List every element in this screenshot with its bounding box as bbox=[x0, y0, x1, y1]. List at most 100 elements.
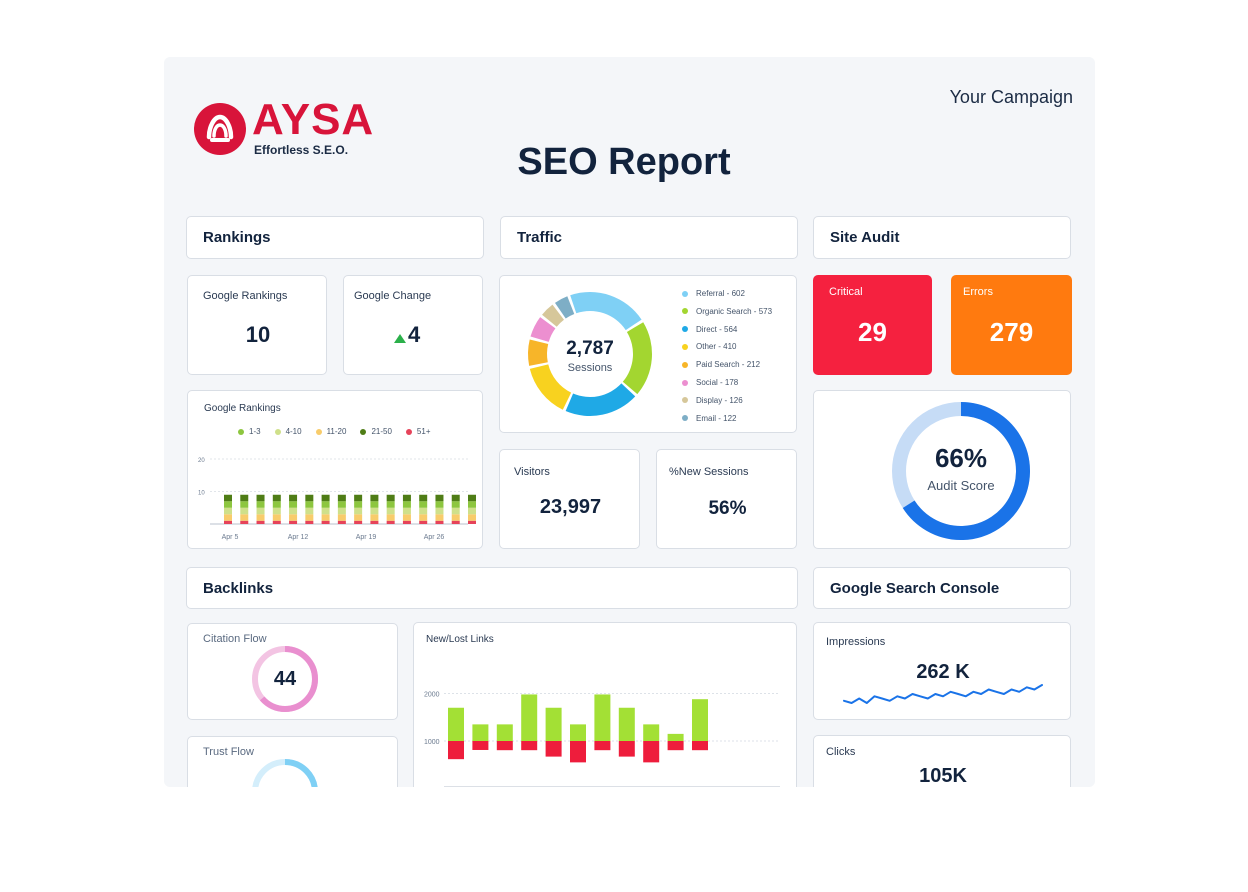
rank-bar-segment bbox=[289, 520, 298, 524]
rank-bar-segment bbox=[240, 507, 249, 515]
audit-score-label: Audit Score bbox=[927, 478, 995, 493]
new-links-bar bbox=[643, 724, 660, 741]
legend-label: Other - 410 bbox=[696, 342, 737, 352]
traffic-legend-item: Social - 178 bbox=[682, 378, 738, 387]
donut-slice bbox=[622, 322, 652, 395]
rank-bar-segment bbox=[224, 501, 232, 508]
donut-slice bbox=[565, 383, 636, 416]
rank-bar-segment bbox=[240, 501, 249, 508]
rank-bar-segment bbox=[289, 514, 298, 521]
seo-report: AYSA Effortless S.E.O. Your Campaign SEO… bbox=[164, 57, 1095, 787]
rank-bar-segment bbox=[386, 494, 395, 502]
rank-bar-segment bbox=[240, 520, 249, 524]
lost-links-bar bbox=[472, 741, 489, 750]
rank-bar-segment bbox=[386, 507, 395, 515]
rank-bar-segment bbox=[337, 520, 346, 524]
rank-bar-segment bbox=[419, 507, 428, 515]
x-tick-label: Apr 5 bbox=[222, 534, 239, 541]
rank-bar-segment bbox=[321, 507, 330, 515]
arrow-up-icon bbox=[394, 334, 406, 343]
new-links-bar bbox=[692, 699, 708, 741]
sessions-value: 2,787 bbox=[566, 338, 614, 359]
clicks-card: Clicks 105K bbox=[813, 735, 1071, 787]
page-title: SEO Report bbox=[517, 141, 731, 183]
legend-swatch bbox=[682, 397, 688, 404]
rank-bar-segment bbox=[435, 494, 444, 502]
audit-score-ring bbox=[892, 402, 1030, 540]
legend-swatch bbox=[682, 343, 688, 350]
lost-links-bar bbox=[570, 741, 586, 763]
google-rankings-chart-card: Google Rankings 1-3 4-10 11-20 21-50 51+ 10 2… bbox=[187, 390, 483, 549]
donut-slice bbox=[570, 292, 642, 331]
legend-swatch bbox=[682, 308, 688, 315]
rank-legend-item: 21-50 bbox=[360, 427, 392, 436]
traffic-legend-item: Paid Search - 212 bbox=[682, 360, 760, 369]
rank-bar-segment bbox=[256, 507, 265, 515]
rank-bar-segment bbox=[386, 520, 395, 524]
rank-bar-segment bbox=[402, 520, 411, 524]
donut-slice bbox=[554, 296, 575, 319]
lost-links-bar bbox=[643, 741, 660, 763]
rank-bar-segment bbox=[468, 494, 476, 502]
new-links-bar bbox=[594, 694, 611, 741]
lost-links-bar bbox=[692, 741, 708, 751]
y-tick-label: 1000 bbox=[424, 739, 440, 746]
legend-label: 4-10 bbox=[285, 427, 302, 436]
rank-bar-segment bbox=[419, 520, 428, 524]
visitors-card: Visitors 23,997 bbox=[499, 449, 640, 549]
lost-links-bar bbox=[594, 741, 611, 751]
x-tick-label: Apr 26 bbox=[424, 534, 445, 541]
lost-links-bar bbox=[521, 741, 538, 751]
brand-name: AYSA bbox=[252, 95, 375, 144]
rank-bar-segment bbox=[305, 501, 314, 508]
new-links-bar bbox=[448, 707, 464, 741]
rank-bar-segment bbox=[321, 494, 330, 502]
legend-label: 11-20 bbox=[326, 427, 347, 436]
rank-bar-segment bbox=[256, 514, 265, 521]
rank-bar-segment bbox=[289, 501, 298, 508]
rank-bar-segment bbox=[451, 507, 460, 515]
rank-bar-segment bbox=[419, 494, 428, 502]
google-rankings-value: 10 bbox=[245, 322, 271, 347]
legend-swatch bbox=[682, 290, 688, 297]
rank-bar-segment bbox=[224, 494, 232, 502]
legend-label: 51+ bbox=[416, 427, 431, 436]
rank-bar-segment bbox=[468, 507, 476, 515]
rank-bar-segment bbox=[224, 520, 232, 524]
new-lost-links-card: New/Lost Links 1000 2000 bbox=[413, 622, 797, 787]
new-sessions-value: 56% bbox=[708, 498, 747, 519]
rank-bar-segment bbox=[240, 494, 249, 502]
legend-label: Referral - 602 bbox=[696, 289, 745, 298]
legend-label: 1-3 bbox=[249, 427, 261, 436]
legend-label: Direct - 564 bbox=[696, 324, 738, 334]
google-rankings-bar-chart: 10 20 Apr 5 Apr 12 Apr 19 Apr 26 bbox=[198, 458, 476, 541]
new-links-bar bbox=[496, 724, 513, 741]
clicks-value: 105K bbox=[919, 765, 967, 787]
new-links-bar bbox=[618, 707, 635, 741]
new-lost-links-bar-chart: 1000 2000 bbox=[424, 692, 780, 787]
rank-bar-segment bbox=[402, 494, 411, 502]
legend-swatch bbox=[360, 428, 367, 435]
impressions-line bbox=[843, 684, 1043, 704]
rank-bar-segment bbox=[435, 520, 444, 524]
rankings-header: Rankings bbox=[186, 216, 484, 259]
rank-bar-segment bbox=[354, 501, 363, 508]
legend-swatch bbox=[682, 415, 688, 422]
donut-slice bbox=[529, 364, 572, 410]
lost-links-bar bbox=[545, 741, 562, 757]
traffic-donut-card: 2,787 Sessions Referral - 602 Organic Sea… bbox=[499, 275, 797, 433]
trust-flow-label: Trust Flow bbox=[203, 746, 254, 758]
new-links-bar bbox=[570, 724, 586, 741]
rank-bar-segment bbox=[386, 514, 395, 521]
rank-bar-segment bbox=[289, 507, 298, 515]
new-links-bar bbox=[545, 707, 562, 741]
new-links-bar bbox=[521, 694, 538, 741]
impressions-label: Impressions bbox=[826, 636, 886, 648]
rank-bar-segment bbox=[272, 514, 281, 521]
new-sessions-label: %New Sessions bbox=[669, 466, 749, 478]
legend-label: Display - 126 bbox=[696, 395, 743, 405]
errors-tile: Errors 279 bbox=[951, 275, 1072, 375]
donut-slice bbox=[542, 304, 564, 327]
lost-links-bar bbox=[618, 741, 635, 757]
rank-bar-segment bbox=[419, 514, 428, 521]
